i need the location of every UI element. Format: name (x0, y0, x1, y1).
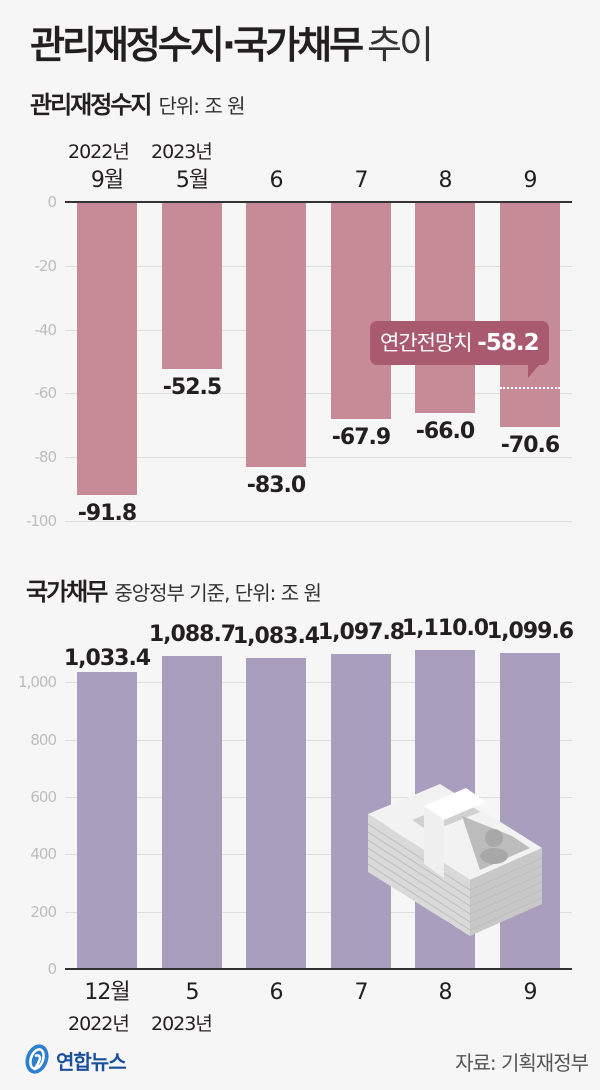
gridline (65, 854, 572, 855)
chart1-value-label: -91.8 (77, 501, 137, 526)
chart2-ytick: 200 (30, 903, 57, 921)
gridline (65, 682, 572, 683)
chart1-ytick: 0 (47, 193, 57, 211)
chart1-value-label: -70.6 (500, 433, 560, 458)
chart1-bar (246, 202, 306, 467)
chart2-xlabel: 7 (354, 980, 369, 1005)
gridline (65, 521, 572, 522)
chart2-bar (162, 656, 222, 969)
chart1-value-label: -83.0 (246, 473, 306, 498)
chart1-unit: 단위: 조 원 (158, 94, 245, 118)
chart1-value-label: -67.9 (331, 425, 391, 450)
chart1-xlabel: 9월 (90, 168, 124, 193)
chart2-ytick: 1,000 (18, 673, 57, 691)
chart2-ytick: 0 (47, 960, 57, 978)
chart2-subtitle: 국가채무 중앙정부 기준, 단위: 조 원 (26, 577, 322, 608)
chart1-bar (500, 202, 560, 427)
source-label: 자료: 기획재정부 (455, 1051, 589, 1075)
chart2-year-2023: 2023년 (151, 1013, 213, 1035)
gridline (65, 797, 572, 798)
chart1-xlabel: 5월 (175, 168, 209, 193)
chart1-year-2022: 2022년 (68, 141, 130, 163)
chart1-subtitle: 관리재정수지 단위: 조 원 (30, 90, 246, 121)
annual-forecast-callout: 연간전망치 -58.2 (370, 321, 549, 365)
chart2-unit: 중앙정부 기준, 단위: 조 원 (114, 581, 322, 605)
chart1-xlabel: 6 (269, 168, 284, 193)
chart2-title: 국가채무 (26, 578, 108, 606)
chart1-value-label: -52.5 (162, 375, 222, 400)
money-stack-icon (367, 784, 543, 936)
chart2-value-label: 1,088.7 (148, 622, 236, 647)
forecast-dotted-line (500, 387, 560, 389)
chart1-xlabel: 9 (523, 168, 538, 193)
callout-label: 연간전망치 (380, 331, 473, 355)
gridline (65, 740, 572, 741)
chart1-title: 관리재정수지 (30, 91, 152, 119)
chart1-bar (162, 202, 222, 369)
chart2-bar (77, 672, 137, 969)
chart2-ytick: 800 (30, 731, 57, 749)
chart2-xlabel: 12월 (84, 980, 130, 1005)
chart2-value-label: 1,110.0 (401, 616, 489, 641)
chart2-xlabel: 9 (523, 980, 538, 1005)
chart2-bar (246, 658, 306, 969)
chart2-zero-axis (65, 968, 572, 970)
chart1-ytick: -60 (34, 384, 58, 402)
chart2-value-label: 1,083.4 (232, 624, 320, 649)
gridline (65, 330, 572, 331)
chart1-xlabel: 7 (354, 168, 369, 193)
chart2-xlabel: 8 (438, 980, 453, 1005)
chart1-ytick: -100 (25, 512, 57, 530)
chart1-zero-axis (65, 201, 572, 203)
chart2-value-label: 1,033.4 (63, 646, 151, 671)
chart1-bar (331, 202, 391, 419)
chart1-xlabel: 8 (438, 168, 453, 193)
chart1-ytick: -40 (34, 321, 58, 339)
logo-text: 연합뉴스 (56, 1050, 127, 1074)
title-bold: 관리재정수지·국가채무 (30, 23, 364, 67)
chart1-ytick: -80 (34, 448, 58, 466)
chart1-value-label: -66.0 (415, 419, 475, 444)
chart2-year-2022: 2022년 (68, 1013, 130, 1035)
page-title: 관리재정수지·국가채무 추이 (30, 22, 434, 68)
chart2-ytick: 400 (30, 845, 57, 863)
chart2-value-label: 1,097.8 (317, 620, 405, 645)
yonhap-logo-icon (22, 1042, 52, 1076)
chart2-xlabel: 5 (185, 980, 200, 1005)
gridline (65, 266, 572, 267)
chart1-bar (77, 202, 137, 495)
callout-tail (528, 364, 540, 378)
chart1-ytick: -20 (34, 257, 58, 275)
chart2-ytick: 600 (30, 788, 57, 806)
chart1-year-2023: 2023년 (151, 141, 213, 163)
chart2-value-label: 1,099.6 (486, 619, 574, 644)
gridline (65, 457, 572, 458)
chart2-xlabel: 6 (269, 980, 284, 1005)
chart1-bar (415, 202, 475, 413)
gridline (65, 393, 572, 394)
gridline (65, 912, 572, 913)
callout-value: -58.2 (477, 330, 539, 356)
title-light: 추이 (367, 23, 434, 67)
